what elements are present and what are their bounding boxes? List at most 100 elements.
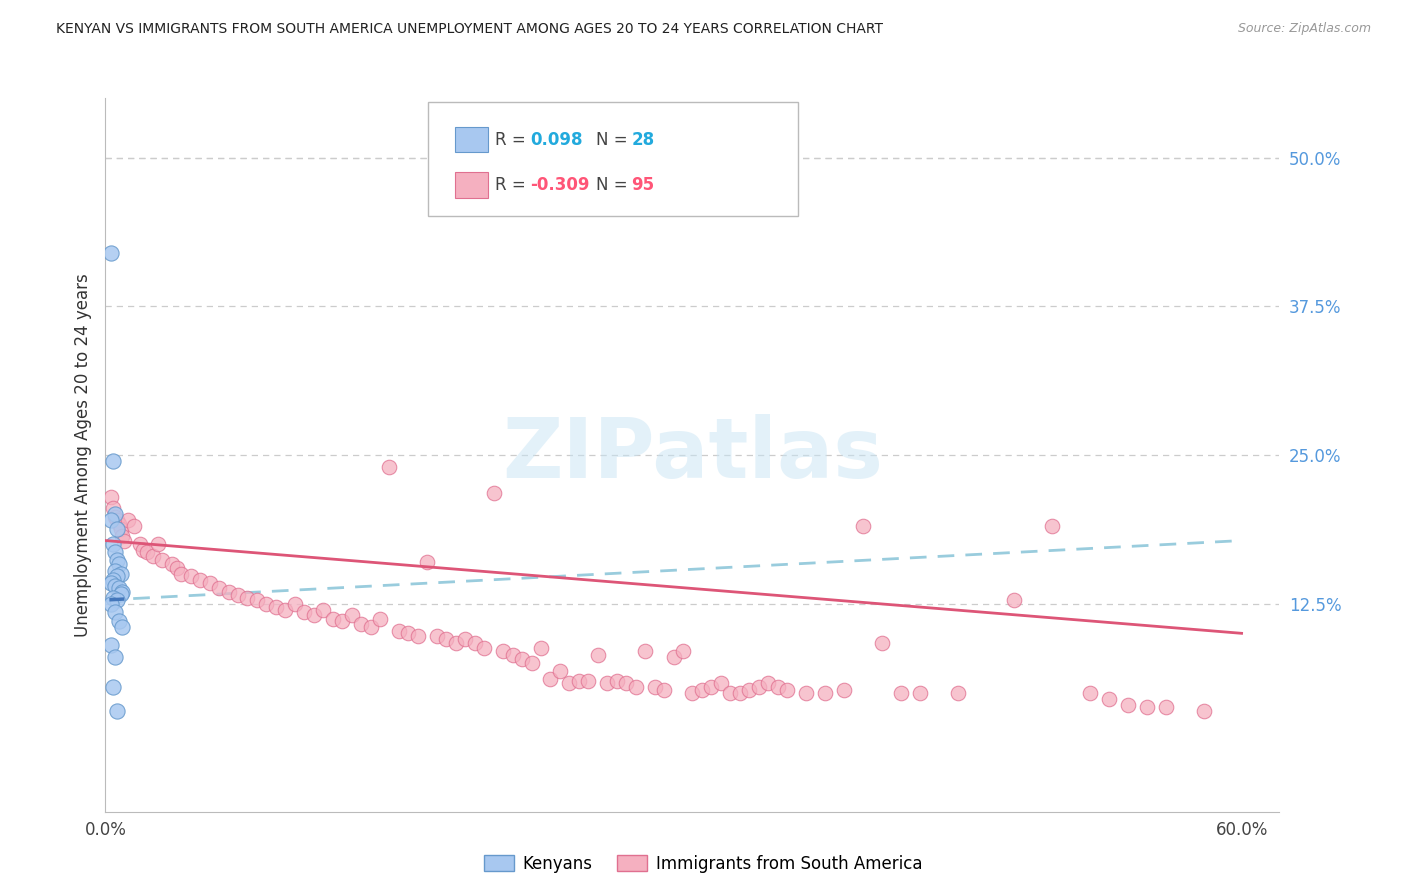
- Text: R =: R =: [495, 130, 531, 148]
- Point: [454, 632, 477, 647]
- Bar: [456, 172, 488, 198]
- Point: [946, 686, 969, 700]
- Point: [150, 552, 173, 566]
- Point: [558, 676, 581, 690]
- Point: [492, 644, 515, 658]
- Point: [100, 576, 122, 591]
- Point: [568, 673, 591, 688]
- Point: [104, 650, 127, 665]
- Point: [122, 519, 145, 533]
- Point: [606, 673, 628, 688]
- Text: N =: N =: [596, 177, 633, 194]
- Point: [322, 612, 344, 626]
- Point: [548, 665, 571, 679]
- Point: [107, 516, 129, 531]
- Point: [814, 686, 837, 700]
- Point: [586, 648, 609, 662]
- Point: [105, 513, 128, 527]
- Point: [502, 648, 524, 662]
- Point: [105, 552, 128, 566]
- Text: 28: 28: [631, 130, 655, 148]
- Point: [101, 501, 124, 516]
- Point: [756, 676, 779, 690]
- Point: [652, 683, 675, 698]
- Point: [464, 636, 486, 650]
- Point: [148, 537, 170, 551]
- Point: [132, 543, 155, 558]
- Point: [100, 490, 122, 504]
- Point: [1136, 700, 1159, 714]
- Point: [681, 686, 703, 700]
- Point: [246, 593, 269, 607]
- Point: [128, 537, 150, 551]
- Point: [104, 508, 127, 522]
- Point: [101, 454, 124, 468]
- Point: [644, 680, 666, 694]
- Point: [136, 545, 159, 559]
- Point: [188, 573, 211, 587]
- Point: [482, 486, 505, 500]
- Point: [368, 612, 391, 626]
- Point: [1154, 700, 1177, 714]
- Point: [104, 579, 127, 593]
- Point: [104, 605, 127, 619]
- Point: [624, 680, 647, 694]
- Point: [870, 636, 893, 650]
- Point: [748, 680, 770, 694]
- Point: [832, 683, 855, 698]
- Point: [170, 566, 193, 581]
- Point: [274, 602, 297, 616]
- Point: [1192, 704, 1215, 718]
- Point: [198, 576, 221, 591]
- Point: [794, 686, 817, 700]
- Point: [510, 652, 533, 666]
- Text: R =: R =: [495, 177, 531, 194]
- Bar: [456, 127, 488, 153]
- Point: [444, 636, 467, 650]
- Point: [107, 558, 129, 572]
- Text: 0.098: 0.098: [530, 130, 583, 148]
- Text: KENYAN VS IMMIGRANTS FROM SOUTH AMERICA UNEMPLOYMENT AMONG AGES 20 TO 24 YEARS C: KENYAN VS IMMIGRANTS FROM SOUTH AMERICA …: [56, 22, 883, 37]
- Point: [426, 629, 449, 643]
- Point: [100, 513, 122, 527]
- Point: [111, 529, 134, 543]
- Point: [718, 686, 741, 700]
- Point: [107, 615, 129, 629]
- Point: [1040, 519, 1063, 533]
- Point: [166, 561, 188, 575]
- Point: [254, 597, 277, 611]
- Point: [112, 533, 135, 548]
- Point: [312, 602, 335, 616]
- Point: [634, 644, 657, 658]
- Point: [105, 593, 128, 607]
- Point: [302, 608, 325, 623]
- Point: [538, 672, 561, 686]
- Point: [117, 513, 139, 527]
- Point: [111, 584, 134, 599]
- Point: [180, 569, 202, 583]
- Point: [208, 581, 231, 595]
- Point: [1116, 698, 1139, 712]
- Point: [107, 581, 129, 595]
- Point: [520, 656, 543, 670]
- Point: [264, 600, 287, 615]
- Point: [908, 686, 931, 700]
- Point: [766, 680, 789, 694]
- Point: [890, 686, 912, 700]
- Point: [690, 683, 713, 698]
- Point: [1002, 593, 1025, 607]
- Point: [776, 683, 799, 698]
- Text: 95: 95: [631, 177, 655, 194]
- Point: [852, 519, 875, 533]
- Point: [160, 558, 183, 572]
- Point: [738, 683, 761, 698]
- Point: [672, 644, 695, 658]
- Point: [388, 624, 411, 638]
- FancyBboxPatch shape: [429, 102, 799, 216]
- Text: ZIPatlas: ZIPatlas: [502, 415, 883, 495]
- Point: [105, 522, 128, 536]
- Point: [416, 555, 439, 569]
- Point: [110, 566, 132, 581]
- Point: [101, 591, 124, 605]
- Point: [110, 522, 132, 536]
